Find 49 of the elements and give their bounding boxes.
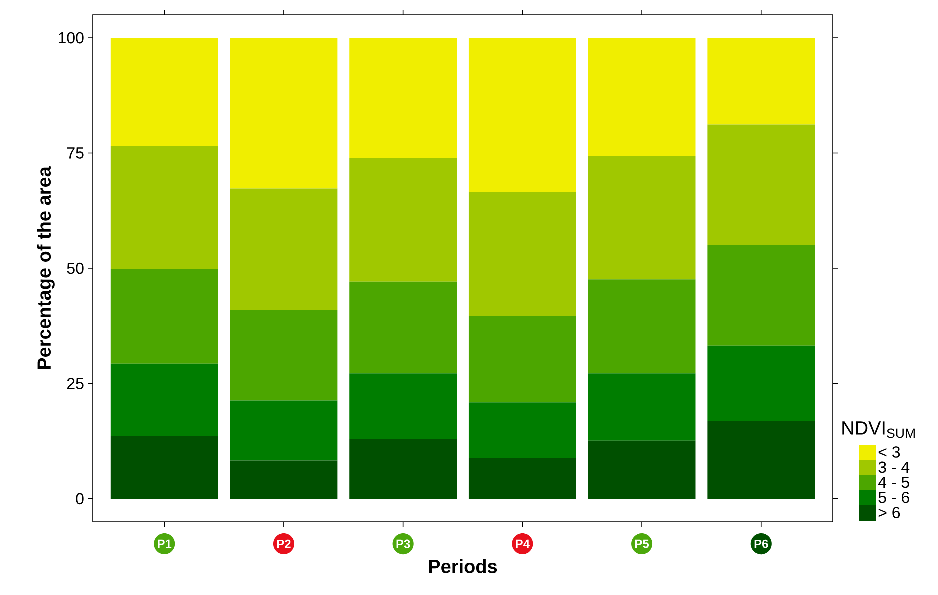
bar [468, 458, 576, 499]
legend-label: 5 - 6 [878, 492, 910, 504]
bar [708, 346, 816, 422]
x-tick-label: P3 [396, 540, 410, 548]
x-tick-label: P4 [516, 540, 530, 548]
y-tick-label: 100 [58, 32, 84, 44]
bar [110, 436, 218, 499]
x-tick-label: P6 [754, 540, 768, 548]
bar [110, 364, 218, 436]
legend-label: > 6 [878, 507, 900, 518]
bar [588, 156, 696, 280]
bar [350, 158, 458, 282]
bar [350, 38, 458, 158]
bar [350, 282, 458, 374]
bar [110, 146, 218, 269]
x-axis-title: Periods [429, 559, 498, 574]
bar [708, 38, 816, 125]
x-tick-label: P5 [635, 540, 650, 548]
bar [468, 192, 576, 316]
bar [468, 316, 576, 403]
y-tick-label: 25 [67, 378, 84, 390]
bar [230, 400, 338, 461]
bar [468, 402, 576, 458]
bar [110, 38, 218, 146]
legend-label: < 3 [878, 446, 900, 458]
bar [708, 421, 816, 499]
bar [708, 124, 816, 246]
bar [708, 245, 816, 346]
legend-title: NDVI$_{SUM}$ [842, 422, 915, 438]
bar [588, 374, 696, 441]
bar [468, 38, 576, 192]
y-tick-label: 75 [67, 148, 84, 159]
bar [350, 374, 458, 440]
legend-label: 4 - 5 [878, 476, 910, 488]
bar [350, 439, 458, 499]
x-tick-label: P2 [277, 540, 291, 548]
y-axis-title: Percentage of the area [37, 166, 55, 370]
bar [230, 310, 338, 401]
bar [588, 280, 696, 374]
legend-label: 3 - 4 [878, 462, 910, 474]
bar [588, 38, 696, 156]
y-tick-label: 0 [76, 493, 84, 505]
bar [230, 188, 338, 310]
x-tick-label: P1 [158, 540, 172, 548]
bar [588, 440, 696, 499]
bar [230, 460, 338, 499]
y-tick-label: 50 [67, 262, 84, 274]
bar [110, 268, 218, 364]
bar [230, 38, 338, 189]
